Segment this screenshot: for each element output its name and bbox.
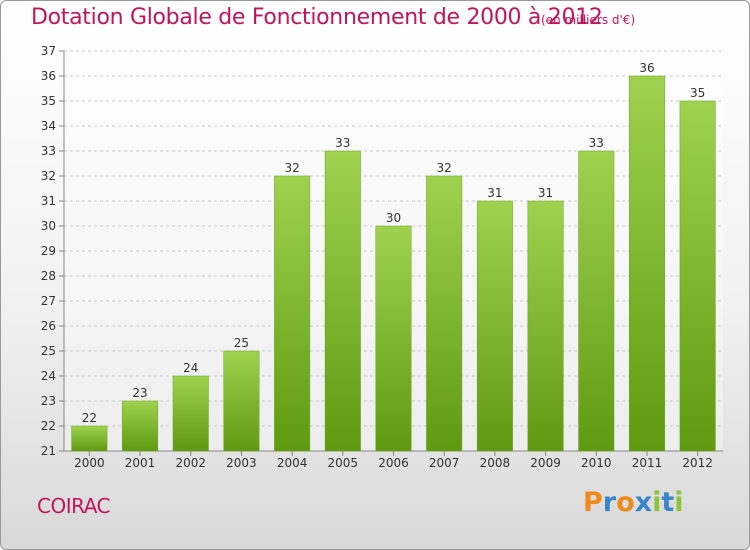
x-tick-label: 2009	[530, 456, 561, 470]
x-tick-label: 2003	[226, 456, 257, 470]
bar	[71, 425, 108, 452]
bar-value-label: 30	[386, 211, 401, 225]
y-tick-label: 36	[41, 69, 56, 83]
y-tick-label: 35	[41, 94, 56, 108]
y-tick-label: 24	[41, 369, 56, 383]
x-tick-label: 2010	[581, 456, 612, 470]
bar	[274, 175, 311, 452]
logo-letter: o	[616, 487, 635, 518]
y-tick-label: 29	[41, 244, 56, 258]
x-tick-label: 2012	[682, 456, 713, 470]
x-tick-label: 2004	[277, 456, 308, 470]
bar	[628, 75, 665, 452]
bar	[578, 150, 615, 452]
bar	[426, 175, 463, 452]
bar	[324, 150, 361, 452]
x-tick-label: 2007	[429, 456, 460, 470]
bar-value-label: 33	[589, 136, 604, 150]
x-tick-label: 2005	[328, 456, 359, 470]
chart-title: Dotation Globale de Fonctionnement de 20…	[31, 5, 603, 30]
proxiti-logo: Proxiti	[583, 487, 684, 518]
y-tick-label: 27	[41, 294, 56, 308]
logo-letter: t	[661, 487, 675, 518]
y-tick-label: 26	[41, 319, 56, 333]
y-tick-label: 21	[41, 444, 56, 458]
y-tick-label: 37	[41, 44, 56, 58]
bar-value-label: 31	[538, 186, 553, 200]
bar	[223, 350, 260, 452]
bar	[375, 225, 412, 452]
bar	[476, 200, 513, 452]
logo-letter: i	[674, 487, 684, 518]
y-tick-label: 34	[41, 119, 56, 133]
y-tick-label: 33	[41, 144, 56, 158]
bar-value-label: 23	[132, 386, 147, 400]
x-tick-label: 2002	[175, 456, 206, 470]
x-tick-label: 2011	[632, 456, 663, 470]
logo-letter: r	[602, 487, 617, 518]
x-tick-label: 2001	[125, 456, 156, 470]
logo-letter: i	[652, 487, 662, 518]
bar-value-label: 22	[82, 411, 97, 425]
bar-value-label: 32	[437, 161, 452, 175]
x-tick-label: 2006	[378, 456, 409, 470]
bar-value-label: 24	[183, 361, 198, 375]
y-tick-label: 28	[41, 269, 56, 283]
y-tick-label: 22	[41, 419, 56, 433]
bar-value-label: 33	[335, 136, 350, 150]
bar	[122, 400, 159, 452]
bar-value-label: 36	[639, 61, 654, 75]
x-tick-label: 2008	[480, 456, 511, 470]
logo-letter: x	[634, 487, 653, 518]
bar-value-label: 32	[284, 161, 299, 175]
y-tick-label: 30	[41, 219, 56, 233]
bar-value-label: 35	[690, 86, 705, 100]
bar	[172, 375, 209, 452]
y-tick-label: 31	[41, 194, 56, 208]
chart-unit-label: (en milliers d'€)	[541, 13, 636, 27]
x-tick-label: 2000	[74, 456, 105, 470]
bar-value-label: 31	[487, 186, 502, 200]
bar	[527, 200, 564, 452]
y-tick-label: 25	[41, 344, 56, 358]
y-tick-label: 32	[41, 169, 56, 183]
bar	[679, 100, 716, 452]
y-tick-label: 23	[41, 394, 56, 408]
logo-letter: P	[583, 487, 603, 518]
commune-name: COIRAC	[37, 494, 111, 518]
bar-value-label: 25	[234, 336, 249, 350]
